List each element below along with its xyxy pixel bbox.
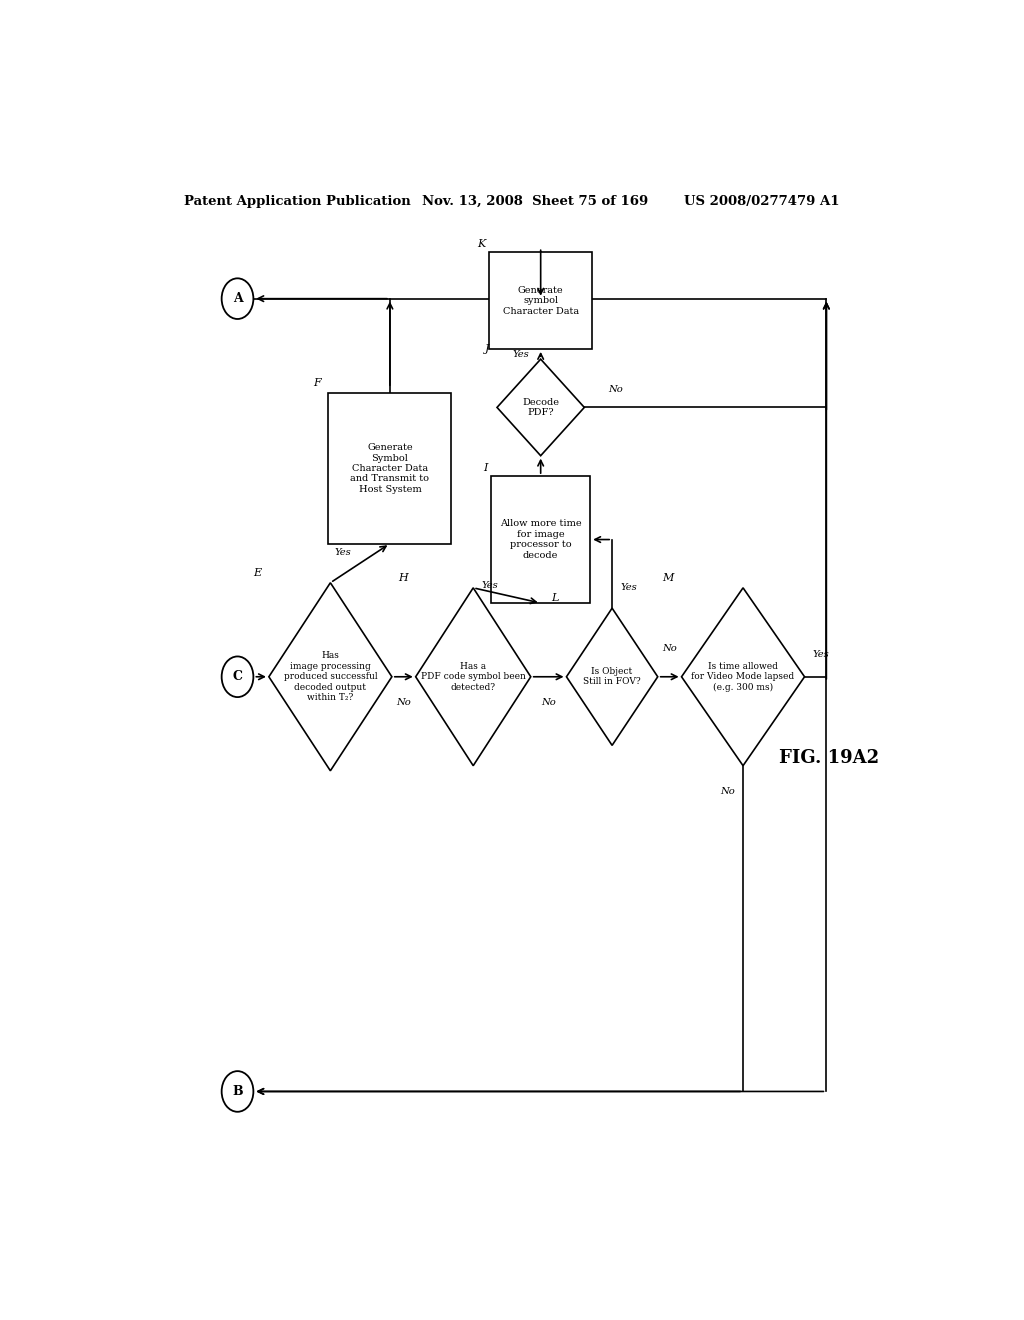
FancyBboxPatch shape [489,252,592,348]
Text: A: A [232,292,243,305]
Text: Yes: Yes [620,583,637,593]
Text: B: B [232,1085,243,1098]
Text: Generate
symbol
Character Data: Generate symbol Character Data [503,286,579,315]
Text: FIG. 19A2: FIG. 19A2 [778,748,879,767]
Text: Yes: Yes [812,649,829,659]
Text: Nov. 13, 2008  Sheet 75 of 169: Nov. 13, 2008 Sheet 75 of 169 [422,194,648,207]
Text: Yes: Yes [512,350,528,359]
FancyBboxPatch shape [329,393,452,544]
Text: Allow more time
for image
processor to
decode: Allow more time for image processor to d… [500,520,582,560]
Text: Is Object
Still in FOV?: Is Object Still in FOV? [584,667,641,686]
Polygon shape [682,587,805,766]
Polygon shape [416,587,530,766]
Text: I: I [482,463,487,473]
Text: Generate
Symbol
Character Data
and Transmit to
Host System: Generate Symbol Character Data and Trans… [350,444,429,494]
Text: Is time allowed
for Video Mode lapsed
(e.g. 300 ms): Is time allowed for Video Mode lapsed (e… [691,661,795,692]
Circle shape [221,1071,253,1111]
Text: Yes: Yes [481,581,498,590]
Text: Has
image processing
produced successful
decoded output
within T₂?: Has image processing produced successful… [284,652,377,702]
Circle shape [221,656,253,697]
Circle shape [221,279,253,319]
Text: No: No [720,787,735,796]
Text: C: C [232,671,243,684]
Text: E: E [253,568,261,578]
Text: US 2008/0277479 A1: US 2008/0277479 A1 [684,194,839,207]
Text: H: H [398,573,408,582]
Text: M: M [663,573,674,582]
Text: Yes: Yes [334,548,351,557]
Text: Patent Application Publication: Patent Application Publication [183,194,411,207]
Polygon shape [497,359,585,455]
Text: Has a
PDF code symbol been
detected?: Has a PDF code symbol been detected? [421,661,525,692]
FancyBboxPatch shape [492,477,590,603]
Text: F: F [312,378,321,388]
Text: No: No [608,384,623,393]
Polygon shape [566,609,657,746]
Polygon shape [269,582,392,771]
Text: J: J [484,345,489,354]
Text: No: No [542,698,556,706]
Text: No: No [663,644,677,653]
Text: Decode
PDF?: Decode PDF? [522,397,559,417]
Text: L: L [551,593,558,603]
Text: K: K [477,239,485,249]
Text: No: No [396,698,412,706]
